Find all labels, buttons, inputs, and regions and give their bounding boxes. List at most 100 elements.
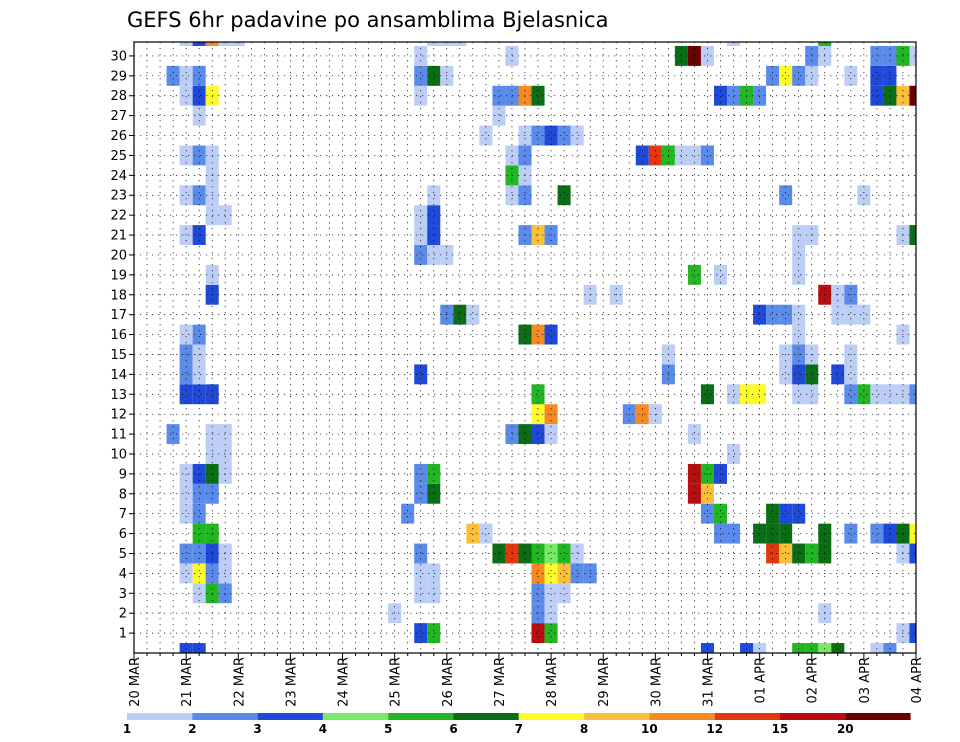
precip-cell	[218, 463, 232, 484]
precip-cell	[179, 324, 193, 345]
legend-swatch	[714, 713, 780, 720]
precip-cell	[779, 543, 793, 564]
precip-cell	[779, 65, 793, 86]
y-tick-label: 2	[119, 607, 127, 622]
y-tick-label: 26	[110, 129, 127, 144]
precip-cell	[505, 45, 519, 66]
precip-cell	[427, 42, 441, 46]
precip-cell	[883, 523, 897, 544]
precip-cell	[192, 105, 206, 126]
precip-cell	[674, 45, 688, 66]
precip-cell	[531, 384, 545, 405]
x-axis-dates: 20 MAR 21 MAR 22 MAR 23 MAR 24 MAR 25 MAR 26 M…	[128, 653, 925, 707]
precip-cell	[544, 125, 558, 146]
precip-cell	[414, 364, 428, 385]
precip-cell	[179, 384, 193, 405]
precip-cell	[427, 583, 441, 604]
legend-label: 3	[253, 722, 261, 736]
precip-cell	[453, 42, 467, 46]
precip-cell	[179, 503, 193, 524]
precip-cell	[218, 563, 232, 584]
y-axis-members: 1234567891011121314151617181920212223242…	[110, 49, 134, 642]
precip-cell	[531, 543, 545, 564]
precip-cell	[844, 384, 858, 405]
y-tick-label: 9	[119, 467, 127, 482]
chart-title: GEFS 6hr padavine po ansamblima Bjelasni…	[127, 8, 608, 32]
precip-cell	[883, 45, 897, 66]
x-tick-label: 24 MAR	[337, 657, 352, 707]
legend-label: 12	[706, 722, 723, 736]
legend-swatch	[192, 713, 258, 720]
precip-cell	[857, 384, 871, 405]
x-tick-label: 22 MAR	[232, 657, 247, 707]
precip-cell	[870, 523, 884, 544]
legend-label: 15	[772, 722, 789, 736]
y-tick-label: 25	[110, 149, 127, 164]
precip-cell	[453, 304, 467, 325]
y-tick-label: 13	[110, 388, 127, 403]
precip-cell	[192, 145, 206, 166]
legend-label: 5	[384, 722, 392, 736]
precip-cell	[909, 85, 916, 106]
legend-label: 8	[580, 722, 588, 736]
precip-cell	[753, 523, 767, 544]
precip-cell	[727, 384, 741, 405]
precip-cell	[505, 543, 519, 564]
x-tick-label: 25 MAR	[389, 657, 404, 707]
precip-cell	[427, 623, 441, 644]
y-tick-label: 15	[110, 348, 127, 363]
precip-cell	[687, 264, 701, 285]
legend-swatch	[649, 713, 715, 720]
precip-cell	[753, 85, 767, 106]
precip-cell	[427, 185, 441, 206]
precip-cell	[205, 42, 219, 46]
precip-cell	[713, 463, 728, 484]
precip-cell	[844, 523, 858, 544]
legend-swatch	[127, 713, 193, 720]
precip-cell	[779, 304, 793, 325]
precip-cell	[870, 45, 884, 66]
precip-cell	[179, 364, 193, 385]
precip-cell	[883, 85, 897, 106]
precip-cell	[870, 85, 884, 106]
precip-cell	[531, 424, 545, 445]
precip-cell	[792, 304, 806, 325]
precip-cell	[831, 364, 845, 385]
precip-cell	[531, 623, 545, 644]
precip-cell	[414, 245, 428, 265]
precip-cell	[687, 424, 701, 445]
precip-cell	[414, 463, 428, 484]
precip-cell	[557, 563, 571, 584]
precip-cell	[753, 384, 767, 405]
y-tick-label: 22	[110, 209, 127, 224]
precip-cell	[531, 85, 545, 106]
precip-cell	[870, 65, 884, 86]
precip-cell	[727, 85, 741, 106]
precip-cell	[192, 543, 206, 564]
precip-cell	[466, 523, 480, 544]
precip-cell	[179, 65, 193, 86]
x-tick-label: 30 MAR	[649, 657, 664, 707]
precip-cell	[792, 543, 806, 564]
precip-cell	[805, 45, 819, 66]
precip-cell	[713, 503, 728, 524]
precip-cell	[179, 42, 193, 46]
precip-cell	[414, 85, 428, 106]
precip-cell	[713, 523, 728, 544]
y-tick-label: 23	[110, 189, 127, 204]
precip-cell	[792, 384, 806, 405]
y-tick-label: 8	[119, 487, 127, 502]
precip-cell	[766, 65, 780, 86]
precip-cell	[427, 245, 441, 265]
legend-label: 2	[188, 722, 196, 736]
precip-cell	[727, 42, 741, 46]
precip-cell	[179, 563, 193, 584]
precip-cell	[713, 85, 728, 106]
legend-label: 6	[449, 722, 457, 736]
precip-cell	[192, 563, 206, 584]
precip-cell	[766, 503, 780, 524]
precip-cell	[857, 304, 871, 325]
precip-cell	[427, 65, 441, 86]
y-tick-label: 5	[119, 547, 127, 562]
legend-swatch	[322, 713, 389, 720]
